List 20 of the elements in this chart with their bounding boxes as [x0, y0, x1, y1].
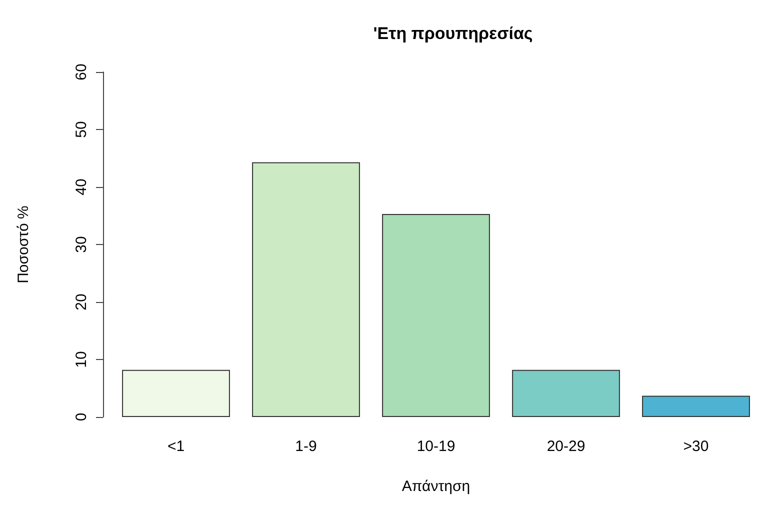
y-tick-label: 10 [73, 351, 90, 368]
y-tick-label: 50 [73, 121, 90, 138]
x-tick-label: 1-9 [295, 438, 317, 455]
x-tick-label: 20-29 [546, 438, 586, 455]
bar [382, 214, 490, 417]
bar [122, 370, 230, 417]
bar [252, 162, 360, 417]
y-tick-label: 60 [73, 64, 90, 80]
x-tick-label: <1 [167, 438, 185, 455]
y-axis-title: Ποσοστό % [15, 206, 32, 284]
x-tick-label: 10-19 [416, 438, 456, 455]
x-tick-label: >30 [683, 438, 709, 455]
y-tick-label: 0 [73, 412, 90, 422]
bar [642, 396, 750, 417]
y-tick-label: 40 [73, 178, 90, 196]
y-tick-label: 20 [73, 294, 90, 310]
x-axis-title: Απάντηση [402, 478, 470, 495]
chart-title: 'Ετη προυπηρεσίας [373, 24, 533, 43]
y-tick-label: 30 [73, 236, 90, 253]
bar [512, 370, 620, 417]
